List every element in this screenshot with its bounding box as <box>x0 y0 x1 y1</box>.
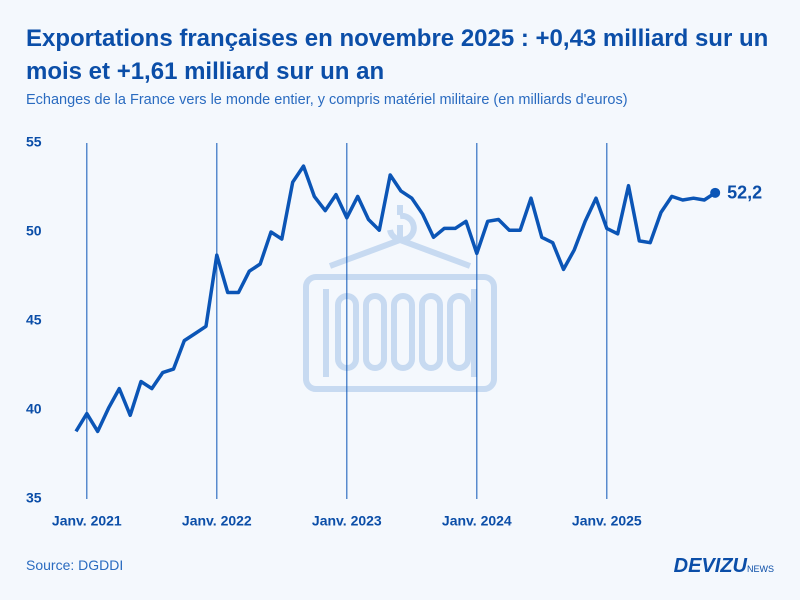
x-tick-label: Janv. 2023 <box>312 513 382 529</box>
x-tick-label: Janv. 2024 <box>442 513 512 529</box>
value-label: 52,2 <box>727 183 762 203</box>
y-tick-label: 50 <box>26 223 42 239</box>
brand: DEVIZUNEWS <box>674 555 774 578</box>
container-icon <box>303 205 497 392</box>
chart-title: Exportations françaises en novembre 2025… <box>26 25 769 85</box>
x-tick-label: Janv. 2025 <box>572 513 642 529</box>
x-tick-label: Janv. 2021 <box>52 513 122 529</box>
y-tick-label: 35 <box>26 490 42 506</box>
y-tick-label: 55 <box>26 134 42 150</box>
source: Source: DGDDI <box>26 557 124 573</box>
y-tick-label: 45 <box>26 312 42 328</box>
brand-suffix: NEWS <box>747 564 774 574</box>
end-marker <box>710 187 721 198</box>
chart-subtitle: Echanges de la France vers le monde enti… <box>26 92 628 108</box>
brand-name: DEVIZU <box>673 555 747 577</box>
y-tick-label: 40 <box>26 401 42 417</box>
x-tick-label: Janv. 2022 <box>182 513 252 529</box>
line <box>74 164 717 434</box>
